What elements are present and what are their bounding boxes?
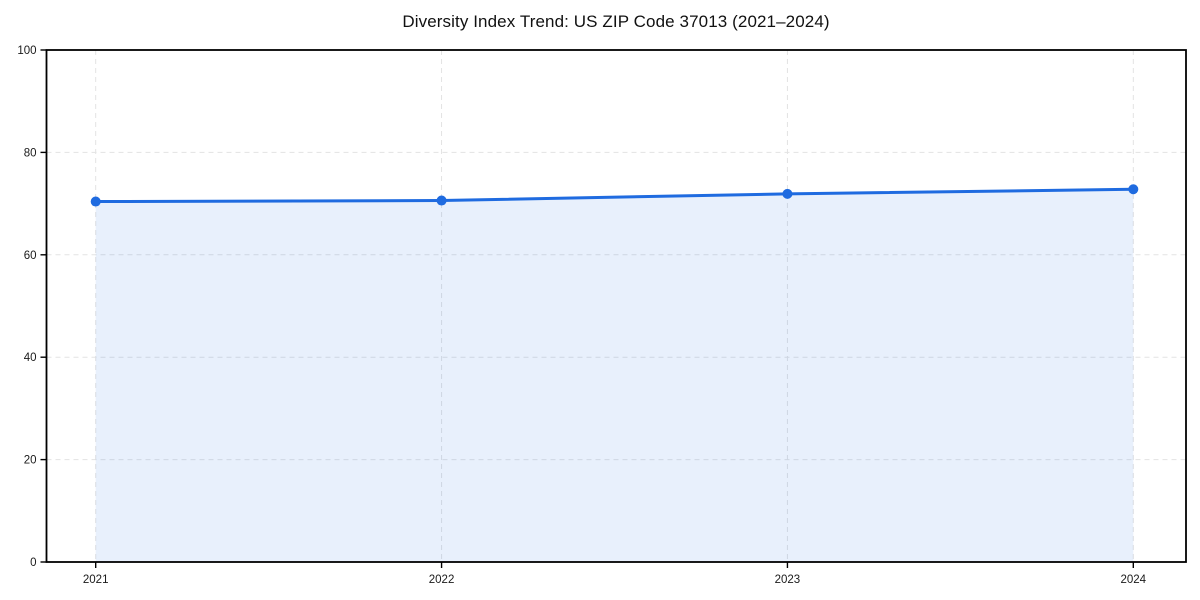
- data-point-2024: [1128, 184, 1139, 195]
- y-tick-label: 80: [24, 147, 37, 159]
- plot-frame: [45, 49, 1187, 563]
- data-point-2023: [782, 188, 793, 199]
- area-fill: [95, 189, 1134, 562]
- chart-title: Diversity Index Trend: US ZIP Code 37013…: [402, 12, 830, 31]
- trend-line: [94, 187, 1135, 204]
- x-tick-label: 2023: [775, 574, 801, 586]
- data-point-2021: [90, 196, 101, 207]
- y-tick-label: 100: [17, 45, 36, 57]
- x-tick-label: 2021: [83, 574, 109, 586]
- y-tick-label: 60: [24, 250, 37, 262]
- y-tick-label: 0: [30, 557, 36, 569]
- x-tick-label: 2022: [429, 574, 455, 586]
- y-tick-label: 20: [24, 455, 37, 467]
- y-tick-label: 40: [24, 352, 37, 364]
- x-tick-label: 2024: [1121, 574, 1147, 586]
- data-point-2022: [436, 195, 447, 206]
